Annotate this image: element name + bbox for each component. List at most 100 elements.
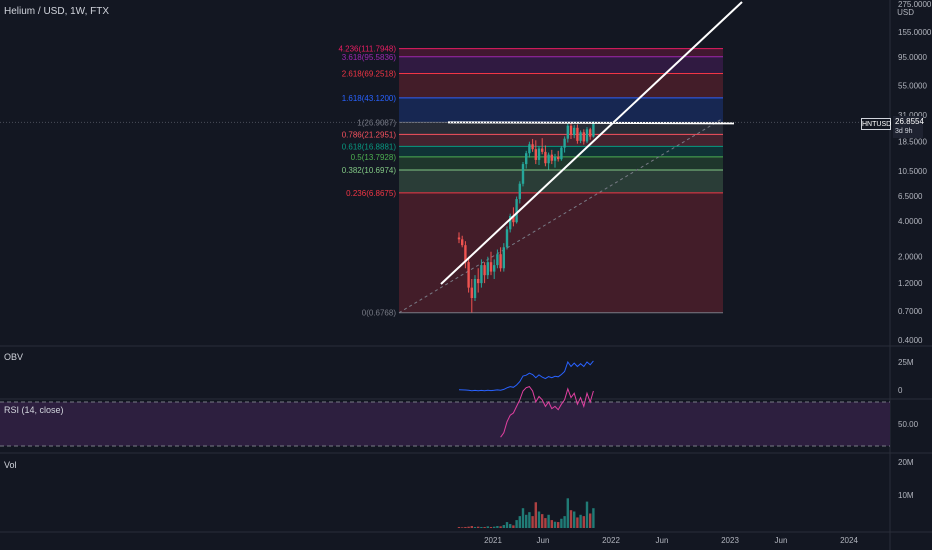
volume-bar: [550, 520, 553, 528]
volume-bar: [525, 514, 528, 528]
volume-pane-label[interactable]: Vol: [4, 460, 17, 470]
candle-body: [563, 138, 566, 148]
fib-level-label: 1(26.9087): [357, 118, 396, 127]
volume-axis-tick-label: 20M: [898, 458, 914, 467]
fib-zone: [399, 192, 723, 313]
candle-body: [499, 254, 502, 269]
time-axis-tick-label: 2024: [840, 536, 858, 545]
rsi-pane-label[interactable]: RSI (14, close): [4, 405, 64, 415]
volume-bar: [467, 526, 470, 528]
price-axis-tick-label: 95.0000: [898, 53, 927, 62]
candle-body: [560, 147, 563, 160]
price-axis-tick-label: 0.7000: [898, 307, 923, 316]
volume-bar: [521, 508, 525, 528]
bar-countdown: 3d 9h: [895, 128, 913, 135]
volume-bar: [560, 518, 563, 528]
volume-bar: [582, 516, 585, 528]
volume-bar: [573, 511, 576, 528]
last-price-value: 26.8554: [895, 117, 924, 126]
candle-body: [512, 215, 515, 223]
volume-bar: [541, 514, 544, 528]
volume-bar: [576, 517, 579, 528]
price-axis-tick-label: 275.0000: [898, 0, 932, 9]
fib-level-label: 4.236(111.7948): [338, 45, 396, 54]
volume-bar: [461, 527, 464, 528]
candle-body: [489, 262, 493, 272]
fib-zone: [399, 122, 723, 135]
symbol-title[interactable]: Helium / USD, 1W, FTX: [4, 6, 110, 17]
volume-bar: [585, 501, 589, 528]
volume-bar: [537, 511, 541, 528]
volume-bar: [563, 516, 566, 528]
price-axis-tick-label: 18.5000: [898, 138, 927, 147]
candle-body: [467, 262, 470, 288]
volume-bar: [483, 527, 486, 528]
price-axis-tick-label: 55.0000: [898, 81, 927, 90]
candle-body: [493, 265, 496, 272]
volume-bar: [457, 527, 461, 528]
price-axis-tick-label: 10.5000: [898, 167, 927, 176]
fibonacci-retracement[interactable]: 4.236(111.7948)3.618(95.5836) 2.618(69.25…: [338, 45, 724, 318]
time-axis-tick-label: 2022: [602, 536, 620, 545]
price-axis-tick-label: 0.4000: [898, 336, 923, 345]
volume-bar: [566, 498, 569, 528]
obv-axis-tick-label: 25M: [898, 358, 914, 367]
candle-body: [486, 262, 489, 276]
volume-bar: [505, 522, 509, 528]
fib-level-label: 0.236(6.8675): [346, 189, 396, 198]
candle-body: [547, 154, 550, 164]
volume-bar: [589, 513, 592, 528]
fib-level-label: 0.382(10.6974): [342, 166, 397, 175]
volume-axis-tick-label: 10M: [898, 491, 914, 500]
candles: [457, 121, 595, 313]
candle-body: [569, 125, 573, 136]
candle-body: [505, 229, 509, 248]
volume-bar: [557, 522, 560, 528]
volume-bar: [531, 516, 534, 528]
time-axis-tick-label: Jun: [537, 536, 550, 545]
obv-axis-tick-label: 0: [898, 386, 903, 395]
candle-body: [592, 122, 595, 137]
volume-bar: [464, 527, 467, 528]
time-axis-tick-label: Jun: [775, 536, 788, 545]
time-axis-tick-label: 2023: [721, 536, 739, 545]
candle-body: [470, 287, 473, 299]
volume-bar: [486, 526, 489, 528]
volume-pane: [457, 498, 595, 528]
candle-body: [589, 129, 592, 137]
candle-body: [518, 183, 521, 200]
candle-body: [576, 127, 579, 141]
volume-bar: [553, 521, 557, 528]
candle-body: [528, 144, 531, 154]
candle-body: [464, 245, 467, 263]
volume-bar: [477, 526, 480, 528]
volume-bar: [499, 526, 502, 528]
candle-body: [531, 144, 534, 150]
candle-body: [541, 148, 544, 152]
time-axis-tick-label: 2021: [484, 536, 502, 545]
candle-body: [457, 237, 461, 240]
volume-bar: [547, 514, 550, 528]
volume-bar: [480, 527, 483, 528]
candle-body: [537, 148, 541, 160]
obv-line: [458, 360, 594, 392]
volume-bar: [512, 525, 515, 528]
obv-pane-label[interactable]: OBV: [4, 352, 24, 362]
volume-bar: [544, 518, 547, 528]
candle-body: [579, 132, 582, 141]
candle-body: [521, 164, 525, 184]
fib-level-label: 2.618(69.2518): [342, 69, 397, 78]
candle-body: [585, 129, 589, 142]
volume-bar: [509, 524, 512, 528]
price-axis-tick-label: 155.0000: [898, 28, 932, 37]
symbol-price-label: HNTUSD: [861, 118, 891, 130]
rsi-line: [500, 386, 594, 438]
rsi-axis-tick-label: 50.00: [898, 420, 919, 429]
trend-lines[interactable]: [0, 1, 890, 285]
volume-bar: [502, 525, 505, 528]
fib-zone: [399, 48, 723, 57]
